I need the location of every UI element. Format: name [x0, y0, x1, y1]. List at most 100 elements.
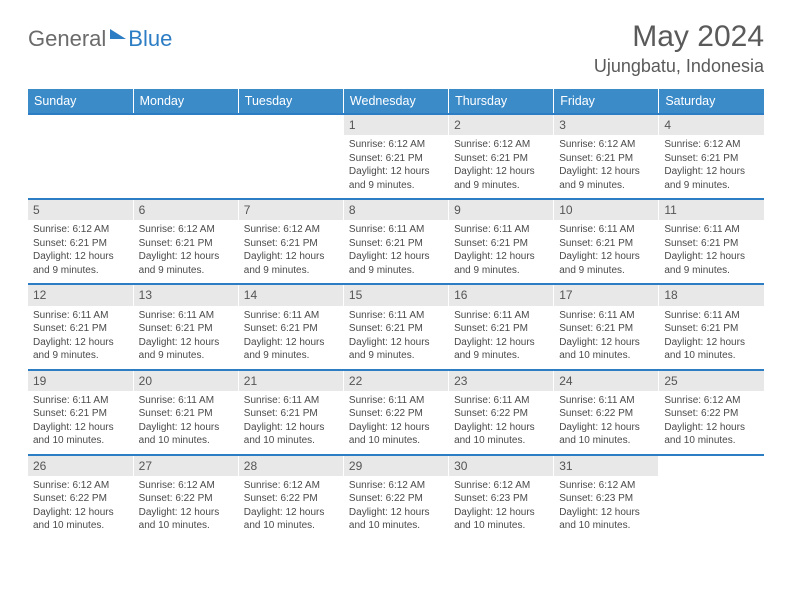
calendar-day-cell: 12Sunrise: 6:11 AMSunset: 6:21 PMDayligh… — [28, 284, 133, 369]
sunset-text: Sunset: 6:21 PM — [244, 407, 338, 421]
calendar-day-cell — [133, 114, 238, 199]
daylight2-text: and 10 minutes. — [244, 519, 338, 533]
logo: General Blue — [28, 20, 172, 52]
daylight1-text: Daylight: 12 hours — [454, 250, 548, 264]
daylight2-text: and 9 minutes. — [454, 179, 548, 193]
daylight1-text: Daylight: 12 hours — [349, 250, 443, 264]
sunset-text: Sunset: 6:23 PM — [454, 492, 548, 506]
day-number: 4 — [659, 115, 764, 135]
sunset-text: Sunset: 6:21 PM — [349, 237, 443, 251]
sunrise-text: Sunrise: 6:11 AM — [349, 223, 443, 237]
day-number: 19 — [28, 371, 133, 391]
calendar-day-cell — [238, 114, 343, 199]
calendar-day-cell: 16Sunrise: 6:11 AMSunset: 6:21 PMDayligh… — [449, 284, 554, 369]
day-number: 31 — [554, 456, 658, 476]
sunset-text: Sunset: 6:21 PM — [454, 322, 548, 336]
sunrise-text: Sunrise: 6:12 AM — [244, 223, 338, 237]
daylight1-text: Daylight: 12 hours — [559, 421, 653, 435]
daylight2-text: and 10 minutes. — [33, 434, 128, 448]
calendar-day-cell: 19Sunrise: 6:11 AMSunset: 6:21 PMDayligh… — [28, 370, 133, 455]
sunrise-text: Sunrise: 6:11 AM — [33, 309, 128, 323]
day-number: 30 — [449, 456, 553, 476]
day-number: 6 — [134, 200, 238, 220]
day-number: 8 — [344, 200, 448, 220]
day-number: 9 — [449, 200, 553, 220]
calendar-day-cell: 27Sunrise: 6:12 AMSunset: 6:22 PMDayligh… — [133, 455, 238, 539]
daylight2-text: and 9 minutes. — [244, 264, 338, 278]
sunset-text: Sunset: 6:21 PM — [33, 322, 128, 336]
sunset-text: Sunset: 6:21 PM — [559, 237, 653, 251]
calendar-day-cell: 9Sunrise: 6:11 AMSunset: 6:21 PMDaylight… — [449, 199, 554, 284]
sunset-text: Sunset: 6:22 PM — [664, 407, 759, 421]
calendar-day-cell: 28Sunrise: 6:12 AMSunset: 6:22 PMDayligh… — [238, 455, 343, 539]
sunrise-text: Sunrise: 6:12 AM — [559, 138, 653, 152]
calendar-day-cell: 7Sunrise: 6:12 AMSunset: 6:21 PMDaylight… — [238, 199, 343, 284]
day-number: 16 — [449, 285, 553, 305]
calendar-day-cell: 10Sunrise: 6:11 AMSunset: 6:21 PMDayligh… — [554, 199, 659, 284]
calendar-day-cell: 13Sunrise: 6:11 AMSunset: 6:21 PMDayligh… — [133, 284, 238, 369]
daylight2-text: and 9 minutes. — [244, 349, 338, 363]
sunrise-text: Sunrise: 6:12 AM — [664, 394, 759, 408]
calendar-day-cell: 18Sunrise: 6:11 AMSunset: 6:21 PMDayligh… — [659, 284, 764, 369]
calendar-day-cell: 25Sunrise: 6:12 AMSunset: 6:22 PMDayligh… — [659, 370, 764, 455]
weekday-wednesday: Wednesday — [343, 89, 448, 114]
sunset-text: Sunset: 6:21 PM — [349, 152, 443, 166]
sunset-text: Sunset: 6:21 PM — [349, 322, 443, 336]
logo-word2: Blue — [128, 26, 172, 52]
day-number: 13 — [134, 285, 238, 305]
daylight2-text: and 9 minutes. — [559, 179, 653, 193]
daylight2-text: and 10 minutes. — [454, 434, 548, 448]
daylight2-text: and 9 minutes. — [349, 264, 443, 278]
daylight1-text: Daylight: 12 hours — [664, 250, 759, 264]
sunrise-text: Sunrise: 6:11 AM — [139, 309, 233, 323]
daylight1-text: Daylight: 12 hours — [454, 165, 548, 179]
calendar-table: Sunday Monday Tuesday Wednesday Thursday… — [28, 89, 764, 539]
weekday-header-row: Sunday Monday Tuesday Wednesday Thursday… — [28, 89, 764, 114]
sunrise-text: Sunrise: 6:12 AM — [139, 479, 233, 493]
daylight2-text: and 10 minutes. — [454, 519, 548, 533]
logo-word1: General — [28, 26, 106, 52]
daylight2-text: and 10 minutes. — [559, 519, 653, 533]
sunrise-text: Sunrise: 6:12 AM — [33, 479, 128, 493]
calendar-week-row: 5Sunrise: 6:12 AMSunset: 6:21 PMDaylight… — [28, 199, 764, 284]
day-number: 28 — [239, 456, 343, 476]
sunrise-text: Sunrise: 6:11 AM — [139, 394, 233, 408]
sunset-text: Sunset: 6:22 PM — [349, 492, 443, 506]
sunset-text: Sunset: 6:21 PM — [559, 322, 653, 336]
daylight2-text: and 9 minutes. — [33, 349, 128, 363]
sunset-text: Sunset: 6:23 PM — [559, 492, 653, 506]
daylight2-text: and 9 minutes. — [139, 264, 233, 278]
sunset-text: Sunset: 6:22 PM — [349, 407, 443, 421]
calendar-day-cell: 5Sunrise: 6:12 AMSunset: 6:21 PMDaylight… — [28, 199, 133, 284]
daylight2-text: and 10 minutes. — [559, 434, 653, 448]
daylight1-text: Daylight: 12 hours — [139, 250, 233, 264]
daylight2-text: and 9 minutes. — [349, 179, 443, 193]
calendar-day-cell: 23Sunrise: 6:11 AMSunset: 6:22 PMDayligh… — [449, 370, 554, 455]
daylight1-text: Daylight: 12 hours — [664, 336, 759, 350]
day-number: 18 — [659, 285, 764, 305]
sunset-text: Sunset: 6:21 PM — [454, 152, 548, 166]
day-number: 26 — [28, 456, 133, 476]
daylight1-text: Daylight: 12 hours — [33, 421, 128, 435]
calendar-day-cell: 15Sunrise: 6:11 AMSunset: 6:21 PMDayligh… — [343, 284, 448, 369]
daylight2-text: and 9 minutes. — [664, 179, 759, 193]
daylight1-text: Daylight: 12 hours — [559, 165, 653, 179]
sunrise-text: Sunrise: 6:12 AM — [33, 223, 128, 237]
daylight1-text: Daylight: 12 hours — [454, 421, 548, 435]
day-number: 10 — [554, 200, 658, 220]
daylight1-text: Daylight: 12 hours — [559, 250, 653, 264]
sunrise-text: Sunrise: 6:11 AM — [454, 309, 548, 323]
calendar-day-cell: 11Sunrise: 6:11 AMSunset: 6:21 PMDayligh… — [659, 199, 764, 284]
calendar-day-cell: 21Sunrise: 6:11 AMSunset: 6:21 PMDayligh… — [238, 370, 343, 455]
location: Ujungbatu, Indonesia — [594, 56, 764, 77]
calendar-day-cell: 22Sunrise: 6:11 AMSunset: 6:22 PMDayligh… — [343, 370, 448, 455]
weekday-saturday: Saturday — [659, 89, 764, 114]
daylight1-text: Daylight: 12 hours — [244, 421, 338, 435]
day-number: 23 — [449, 371, 553, 391]
day-number: 21 — [239, 371, 343, 391]
calendar-day-cell: 26Sunrise: 6:12 AMSunset: 6:22 PMDayligh… — [28, 455, 133, 539]
sunrise-text: Sunrise: 6:11 AM — [33, 394, 128, 408]
day-number: 2 — [449, 115, 553, 135]
weekday-monday: Monday — [133, 89, 238, 114]
daylight2-text: and 9 minutes. — [454, 349, 548, 363]
